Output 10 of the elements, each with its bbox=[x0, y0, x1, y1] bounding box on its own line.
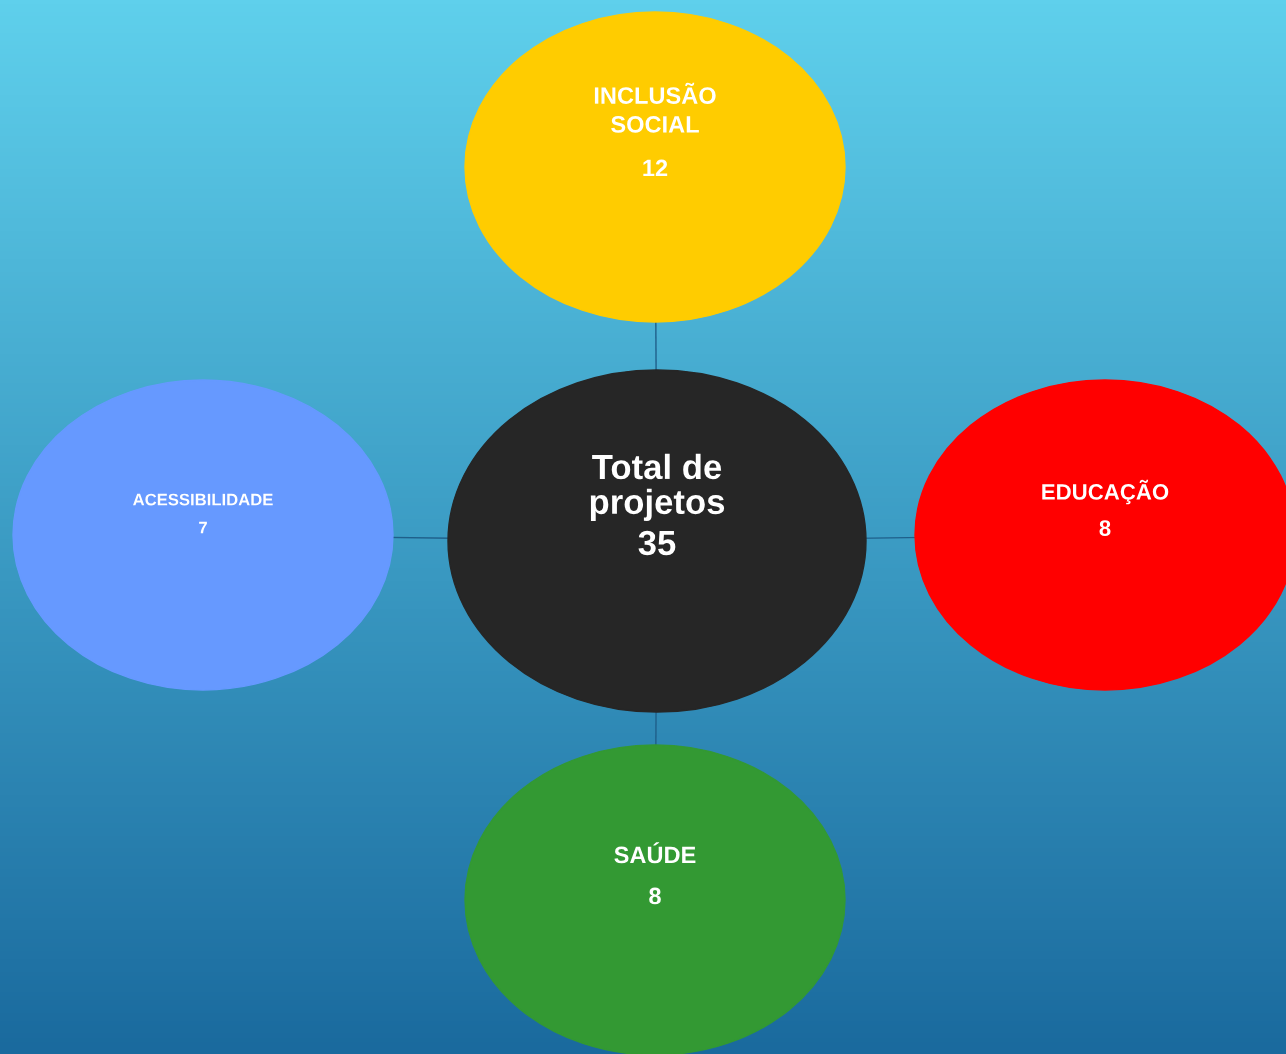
data-label: 12 bbox=[643, 159, 668, 177]
data-label: 7 bbox=[199, 521, 207, 534]
data-label: 8 bbox=[649, 887, 661, 905]
category-label: EDUCAÇÃO bbox=[1042, 479, 1169, 505]
category-label: ACESSIBILIDADE bbox=[133, 493, 273, 506]
text: 35 bbox=[638, 530, 676, 556]
category-label: SAÚDE bbox=[614, 842, 696, 864]
category-label: INCLUSÃO SOCIAL bbox=[594, 82, 716, 133]
text: Total de projetos bbox=[590, 453, 725, 521]
data-label: 8 bbox=[1099, 520, 1111, 536]
